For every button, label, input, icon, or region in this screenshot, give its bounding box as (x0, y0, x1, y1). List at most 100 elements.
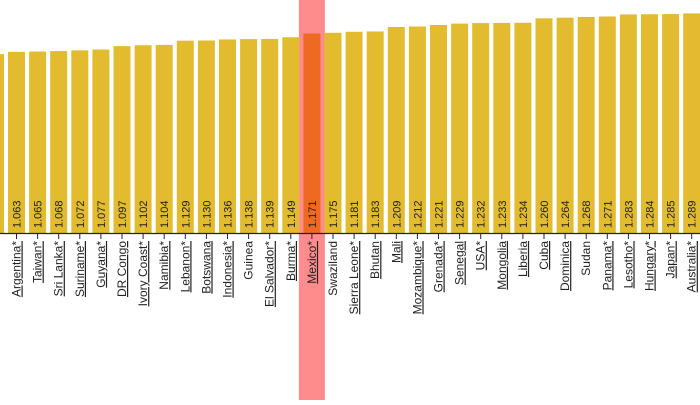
value-label: 1.229 (455, 200, 467, 228)
value-labels-layer: 1.063 1.065 1.068 1.072 1.077 1.097 1.102 1.104… (12, 200, 699, 228)
value-label: 1.181 (349, 200, 361, 228)
bar (556, 17, 574, 233)
category-link[interactable]: Grenada* (432, 241, 446, 293)
value-label: 1.068 (54, 200, 66, 228)
category-link[interactable]: Ivory Coast* (136, 241, 150, 307)
value-label: 1.284 (645, 200, 657, 228)
value-label: 1.271 (602, 200, 614, 228)
bar (641, 14, 658, 233)
value-label: 1.289 (687, 200, 699, 228)
bar (387, 27, 405, 234)
category-link[interactable]: Mozambique* (410, 241, 424, 315)
bar (197, 40, 215, 234)
category-link[interactable]: Mongolia (495, 241, 509, 290)
value-label: 1.234 (518, 200, 530, 228)
partial-bar (0, 54, 4, 233)
category-link[interactable]: El Salvador* (263, 241, 277, 307)
category-link[interactable]: Liberia (516, 241, 530, 277)
category-link[interactable]: DR Congo (115, 241, 129, 297)
category-link[interactable]: Bhutan (368, 241, 382, 279)
category-link[interactable]: Botswana (199, 241, 213, 294)
bar (535, 18, 553, 234)
value-label: 1.104 (159, 200, 171, 228)
bar (219, 39, 236, 233)
category-link[interactable]: Australia* (685, 241, 699, 293)
category-label: Swaziland (326, 241, 340, 296)
category-link[interactable]: Taiwan* (31, 241, 45, 283)
bar (366, 31, 384, 234)
category-link[interactable]: Panama* (600, 241, 614, 291)
value-label: 1.260 (539, 200, 551, 228)
value-label: 1.233 (497, 200, 509, 228)
category-label: Sudan (579, 241, 593, 276)
category-link[interactable]: Suriname* (73, 241, 87, 297)
bar (683, 13, 700, 233)
bar (324, 32, 342, 233)
bar (155, 44, 173, 234)
value-label: 1.221 (434, 200, 446, 228)
category-link[interactable]: Dominica (558, 241, 572, 291)
value-label: 1.285 (666, 200, 678, 228)
category-link[interactable]: Burma* (284, 241, 298, 281)
bar (662, 14, 680, 234)
bars-layer (0, 13, 700, 234)
value-label: 1.183 (370, 200, 382, 228)
value-label: 1.212 (412, 200, 424, 228)
bar (430, 24, 447, 233)
value-label: 1.268 (581, 200, 593, 228)
value-label: 1.138 (244, 200, 256, 228)
bar (92, 49, 110, 234)
bar (113, 46, 131, 234)
bar (619, 14, 637, 234)
axis-layer (0, 232, 700, 239)
category-link[interactable]: Mexico* (305, 241, 319, 284)
bar (472, 23, 490, 234)
value-label: 1.063 (12, 200, 24, 228)
bar (50, 51, 68, 233)
category-link[interactable]: USA* (474, 241, 488, 271)
value-label: 1.149 (286, 200, 298, 228)
bar (598, 16, 616, 233)
category-link[interactable]: Hungary* (643, 241, 657, 291)
bar (261, 38, 279, 233)
bar (176, 40, 194, 233)
category-link[interactable]: Indonesia* (221, 241, 235, 298)
bar (282, 37, 300, 233)
value-label: 1.136 (223, 200, 235, 228)
bar (577, 16, 595, 234)
value-label: 1.171 (307, 200, 319, 228)
bar (240, 39, 258, 234)
value-label: 1.209 (391, 200, 403, 228)
bar (303, 33, 321, 234)
value-label: 1.072 (75, 200, 87, 228)
category-label: Guinea (242, 241, 256, 280)
value-label: 1.130 (201, 200, 213, 228)
category-link[interactable]: Guyana* (94, 241, 108, 288)
value-label: 1.283 (623, 200, 635, 228)
value-label: 1.129 (180, 200, 192, 228)
category-labels-layer: Argentina* Taiwan* Sri Lanka* Suriname* Guya… (10, 241, 699, 315)
value-label: 1.102 (138, 200, 150, 228)
category-link[interactable]: Japan* (664, 241, 678, 279)
value-label: 1.175 (328, 200, 340, 228)
bar (71, 50, 89, 234)
category-link[interactable]: Lebanon* (178, 241, 192, 293)
category-link[interactable]: Sri Lanka* (52, 241, 66, 297)
bar (134, 45, 152, 234)
bar (451, 23, 469, 234)
value-label: 1.232 (476, 200, 488, 228)
value-label: 1.077 (96, 200, 108, 228)
category-link[interactable]: Argentina* (10, 241, 24, 297)
category-link[interactable]: Lesotho* (621, 241, 635, 289)
category-link[interactable]: Mali (389, 241, 403, 263)
bar (408, 26, 426, 234)
category-link[interactable]: Cuba (537, 241, 551, 270)
category-link[interactable]: Namibia* (157, 241, 171, 290)
category-link[interactable]: Sierra Leone* (347, 241, 361, 315)
bar (29, 51, 47, 233)
bar (493, 22, 511, 233)
category-link[interactable]: Senegal (453, 241, 467, 285)
bar (8, 51, 25, 233)
